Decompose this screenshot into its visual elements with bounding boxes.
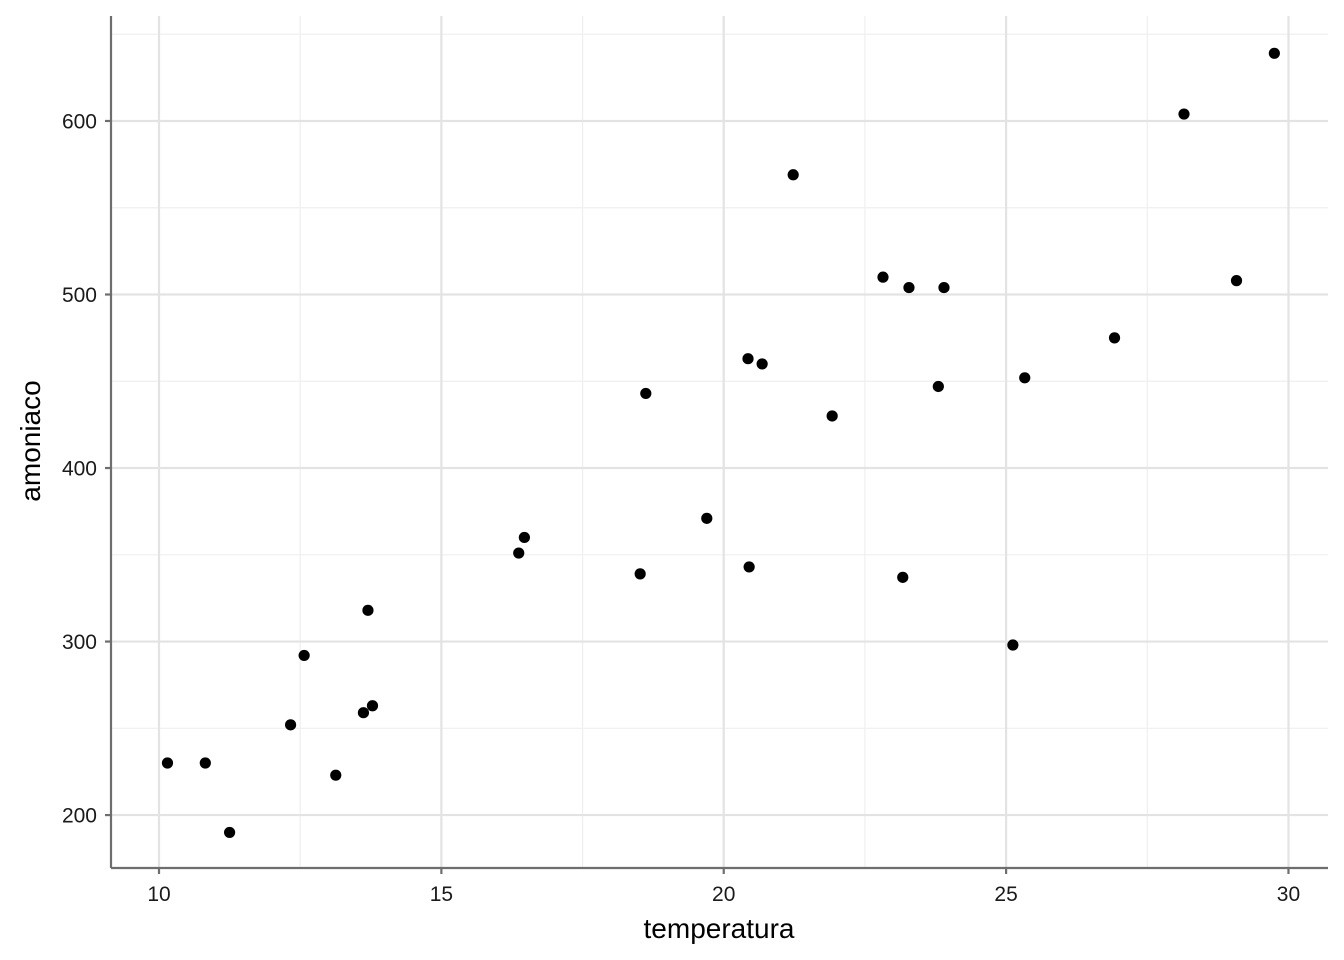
x-axis-ticks: 10 15 20 25 30 [147,868,1300,906]
data-point-29 [1268,47,1280,59]
y-tick-label: 600 [62,110,97,133]
data-point-10 [518,531,530,544]
data-point-12 [640,387,652,400]
x-tick-label: 25 [994,883,1017,906]
data-points [161,47,1280,839]
data-point-25 [1019,372,1031,384]
major-gridlines [111,16,1328,868]
data-point-15 [743,561,755,573]
data-point-13 [701,512,713,524]
data-point-20 [897,571,909,583]
y-tick-label: 400 [62,458,97,481]
data-point-3 [284,719,297,731]
y-tick-label: 200 [62,805,97,828]
y-tick-label: 500 [62,284,97,307]
data-point-2 [223,826,236,839]
data-point-4 [298,649,310,662]
data-point-18 [826,410,838,422]
y-tick-label: 300 [62,631,97,654]
data-point-11 [634,568,646,580]
y-axis-ticks: 200 300 400 500 600 [62,110,111,828]
minor-gridlines [111,16,1328,868]
data-point-21 [903,281,915,294]
data-point-27 [1178,108,1190,120]
data-point-19 [877,271,889,283]
y-axis-title: amoniaco [15,380,46,501]
x-tick-label: 20 [712,883,735,906]
data-point-28 [1230,275,1243,287]
x-axis-title: temperatura [644,913,795,944]
data-point-7 [362,604,374,616]
x-tick-label: 10 [147,883,170,906]
data-point-5 [330,769,342,781]
data-point-22 [932,380,944,393]
data-point-24 [1007,639,1019,651]
data-point-8 [366,700,379,712]
data-point-1 [199,757,211,769]
data-point-26 [1108,332,1121,344]
x-tick-label: 15 [430,883,453,906]
data-point-16 [756,358,768,370]
x-tick-label: 30 [1277,883,1300,906]
data-point-0 [161,757,174,769]
data-point-6 [357,707,370,719]
data-point-23 [938,281,950,294]
data-point-14 [742,353,754,365]
data-point-17 [787,169,799,181]
data-point-9 [513,547,525,559]
